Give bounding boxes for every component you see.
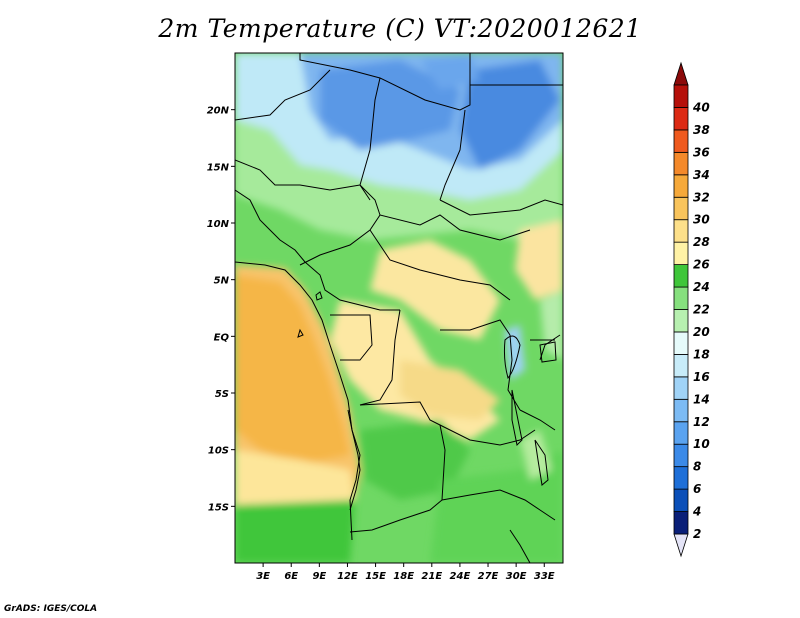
- country-borders: [235, 53, 563, 563]
- grads-credit: GrADS: IGES/COLA: [4, 604, 98, 614]
- map-title: 2m Temperature (C) VT:2020012621: [158, 14, 642, 43]
- colorbar-box: [673, 107, 689, 131]
- colorbar-label: 30: [693, 213, 710, 227]
- colorbar-box: [673, 466, 689, 490]
- colorbar-label: 26: [693, 258, 710, 272]
- colorbar-box: [673, 196, 689, 221]
- colorbar-box: [673, 174, 689, 198]
- lon-tick-label: 21E: [421, 571, 442, 582]
- lon-tick-label: 27E: [478, 571, 499, 582]
- colorbar-box: [673, 286, 689, 310]
- colorbar-box: [673, 398, 689, 423]
- colorbar-label: 20: [693, 325, 710, 339]
- colorbar-label: 40: [692, 100, 710, 114]
- colorbar-label: 24: [693, 280, 710, 294]
- colorbar-label: 12: [693, 415, 710, 429]
- colorbar-label: 22: [693, 303, 710, 317]
- longitude-axis: 3E 6E 9E 12E 15E 18E 21E 24E 27E 30E 33E: [256, 563, 555, 582]
- temperature-field: [235, 53, 563, 563]
- colorbar-box: [673, 353, 689, 378]
- colorbar-box: [673, 443, 689, 468]
- lon-tick-label: 33E: [534, 571, 555, 582]
- lon-tick-label: 30E: [506, 571, 527, 582]
- lat-tick-label: 15S: [208, 502, 229, 513]
- colorbar-box: [673, 84, 689, 108]
- colorbar-label: 6: [693, 482, 701, 496]
- colorbar-label: 2: [693, 527, 701, 541]
- colorbar-label: 34: [693, 168, 710, 182]
- lon-tick-label: 3E: [256, 571, 270, 582]
- colorbar-label: 38: [693, 123, 710, 137]
- lat-tick-label: 20N: [207, 106, 230, 117]
- colorbar-label: 8: [693, 460, 701, 474]
- colorbar-box: [673, 376, 689, 400]
- map-frame: [234, 52, 564, 564]
- colorbar-box: [673, 488, 689, 512]
- colorbar-box: [673, 151, 689, 176]
- colorbar-min-arrow: [673, 533, 689, 558]
- colorbar-label: 18: [693, 347, 710, 361]
- colorbar-box: [673, 264, 689, 288]
- lat-tick-label: 5N: [214, 276, 230, 287]
- lon-tick-label: 6E: [284, 571, 298, 582]
- lat-tick-label: 5S: [215, 389, 229, 400]
- colorbar-label: 10: [693, 437, 710, 451]
- colorbar-box: [673, 219, 689, 243]
- lat-tick-label: 10S: [208, 446, 229, 457]
- colorbar-box: [673, 309, 689, 333]
- colorbar-label: 32: [693, 190, 710, 204]
- lon-tick-label: 9E: [312, 571, 326, 582]
- colorbar-box: [673, 331, 689, 355]
- colorbar-box: [673, 421, 689, 445]
- colorbar-box: [673, 511, 689, 535]
- lon-tick-label: 24E: [450, 571, 471, 582]
- colorbar-label: 36: [693, 145, 710, 159]
- colorbar-label: 4: [692, 505, 701, 519]
- colorbar-label: 14: [693, 392, 710, 406]
- lat-tick-label: 15N: [207, 162, 230, 173]
- colorbar-box: [673, 129, 689, 153]
- latitude-axis: 20N 15N 10N 5N EQ 5S 10S 15S: [207, 106, 235, 513]
- lat-tick-label: 10N: [207, 219, 230, 230]
- lon-tick-label: 15E: [365, 571, 386, 582]
- lon-tick-label: 18E: [393, 571, 414, 582]
- colorbar-box: [673, 241, 689, 265]
- colorbar-max-arrow: [673, 61, 689, 86]
- lon-tick-label: 12E: [337, 571, 358, 582]
- colorbar-label: 16: [693, 370, 710, 384]
- lat-tick-label: EQ: [214, 332, 230, 343]
- colorbar-label: 28: [693, 235, 710, 249]
